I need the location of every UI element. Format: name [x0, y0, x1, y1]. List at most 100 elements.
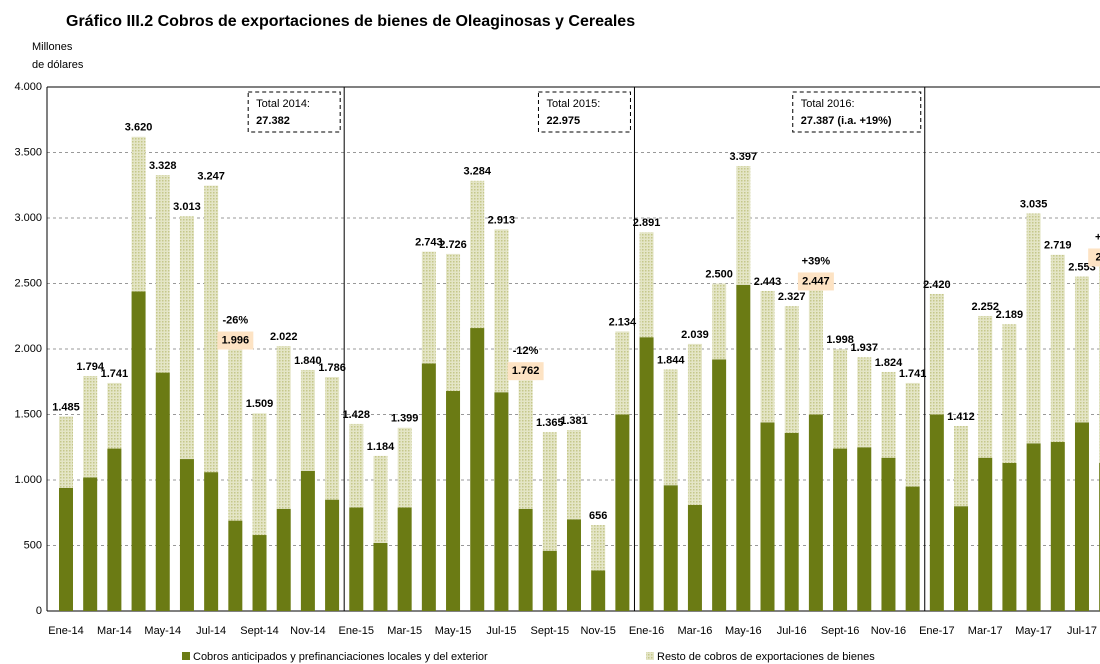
legend-label: Cobros anticipados y prefinanciaciones l… [193, 651, 488, 663]
bar-segment [494, 392, 509, 611]
bar-segment [59, 416, 73, 488]
y-tick-label: 2.500 [14, 277, 42, 289]
total-label: 1.824 [875, 357, 903, 369]
bar-segment [1074, 422, 1089, 611]
bar-segment [736, 284, 751, 611]
bar-segment [712, 359, 727, 611]
bar-segment [833, 448, 848, 611]
total-label: 2.891 [633, 217, 661, 229]
legend-swatch [182, 652, 190, 660]
total-label: 2.189 [996, 309, 1024, 321]
bar-segment [204, 472, 219, 611]
x-tick-label: Ene-14 [48, 625, 83, 637]
total-label: 2.500 [705, 268, 733, 280]
bar-segment [373, 455, 388, 543]
bar-segment [204, 185, 219, 473]
bar-segment [373, 542, 388, 611]
bar-segment [591, 525, 606, 571]
bar-segment [639, 337, 654, 611]
year-total-box [247, 91, 341, 133]
bar-segment [325, 499, 340, 611]
total-label: 656 [589, 510, 607, 522]
x-tick-label: Mar-15 [387, 625, 422, 637]
total-label: 2.913 [488, 214, 516, 226]
legend-swatch [646, 652, 654, 660]
total-label: 3.284 [463, 166, 491, 178]
y-axis-label: Millones [32, 41, 73, 53]
bar-segment [228, 520, 243, 611]
y-tick-label: 3.500 [14, 146, 42, 158]
year-total-title: Total 2014: [256, 98, 310, 110]
bar-segment [808, 290, 823, 415]
total-label: 2.719 [1044, 240, 1072, 252]
bar-segment [978, 457, 993, 611]
total-label: 3.013 [173, 201, 201, 213]
x-tick-label: Mar-14 [97, 625, 132, 637]
total-label: 1.741 [101, 368, 129, 380]
x-tick-label: Nov-16 [871, 625, 906, 637]
bar-segment [833, 349, 848, 449]
x-tick-label: May-16 [725, 625, 762, 637]
x-tick-label: Sept-16 [821, 625, 860, 637]
year-total-value: 27.387 (i.a. +19%) [801, 115, 892, 127]
annotation: -12% [513, 345, 539, 357]
x-tick-label: May-17 [1015, 625, 1052, 637]
bar-segment [179, 459, 194, 611]
bar-segment [155, 372, 170, 611]
x-tick-label: May-15 [435, 625, 472, 637]
bar-segment [107, 382, 122, 449]
total-label: 1.399 [391, 413, 419, 425]
total-label: 3.247 [197, 171, 225, 183]
bar-segment [252, 535, 267, 611]
bar-segment [881, 457, 896, 611]
label-highlight [797, 272, 834, 291]
x-tick-label: Mar-16 [678, 625, 713, 637]
bar-segment [687, 504, 702, 611]
total-label: 1.381 [560, 415, 588, 427]
year-total-value: 22.975 [546, 115, 580, 127]
total-label: 1.937 [851, 342, 879, 354]
total-label: 1.762 [512, 365, 540, 377]
total-label: 3.328 [149, 160, 177, 172]
bar-segment [808, 414, 823, 611]
bar-segment [1050, 442, 1065, 611]
bar-segment [542, 432, 557, 551]
total-label: 2.022 [270, 331, 298, 343]
bar-segment [228, 349, 243, 521]
x-tick-label: Nov-14 [290, 625, 325, 637]
total-label: 1.365 [536, 417, 564, 429]
total-label: 3.620 [125, 122, 153, 134]
bar-segment [760, 422, 775, 611]
y-tick-label: 4.000 [14, 81, 42, 93]
y-axis-label: de dólares [32, 59, 84, 71]
label-highlight [507, 362, 544, 381]
bar-segment [736, 165, 751, 285]
year-total-box [537, 91, 631, 133]
bar-segment [712, 283, 727, 360]
total-label: 1.840 [294, 355, 322, 367]
bar-segment [276, 508, 291, 611]
bar-segment [276, 346, 291, 509]
total-label: 1.184 [367, 441, 395, 453]
bar-segment [131, 291, 146, 611]
bar-segment [494, 229, 509, 393]
bar-segment [566, 519, 581, 611]
total-label: 2.726 [439, 239, 467, 251]
bar-segment [1026, 443, 1041, 611]
y-tick-label: 2.000 [14, 343, 42, 355]
bar-segment [1050, 254, 1065, 443]
bar-segment [349, 423, 364, 508]
bar-segment [131, 136, 146, 292]
bar-segment [542, 550, 557, 611]
bar-segment [155, 175, 170, 373]
bar-segment [300, 470, 315, 611]
bar-segment [663, 485, 678, 611]
total-label: 2.252 [971, 301, 999, 313]
total-label: 2.420 [923, 279, 951, 291]
bar-segment [446, 253, 461, 391]
x-tick-label: Sept-15 [531, 625, 570, 637]
bar-segment [83, 477, 98, 611]
total-label: 2.039 [681, 329, 709, 341]
bar-segment [397, 507, 412, 611]
bar-segment [518, 380, 533, 509]
